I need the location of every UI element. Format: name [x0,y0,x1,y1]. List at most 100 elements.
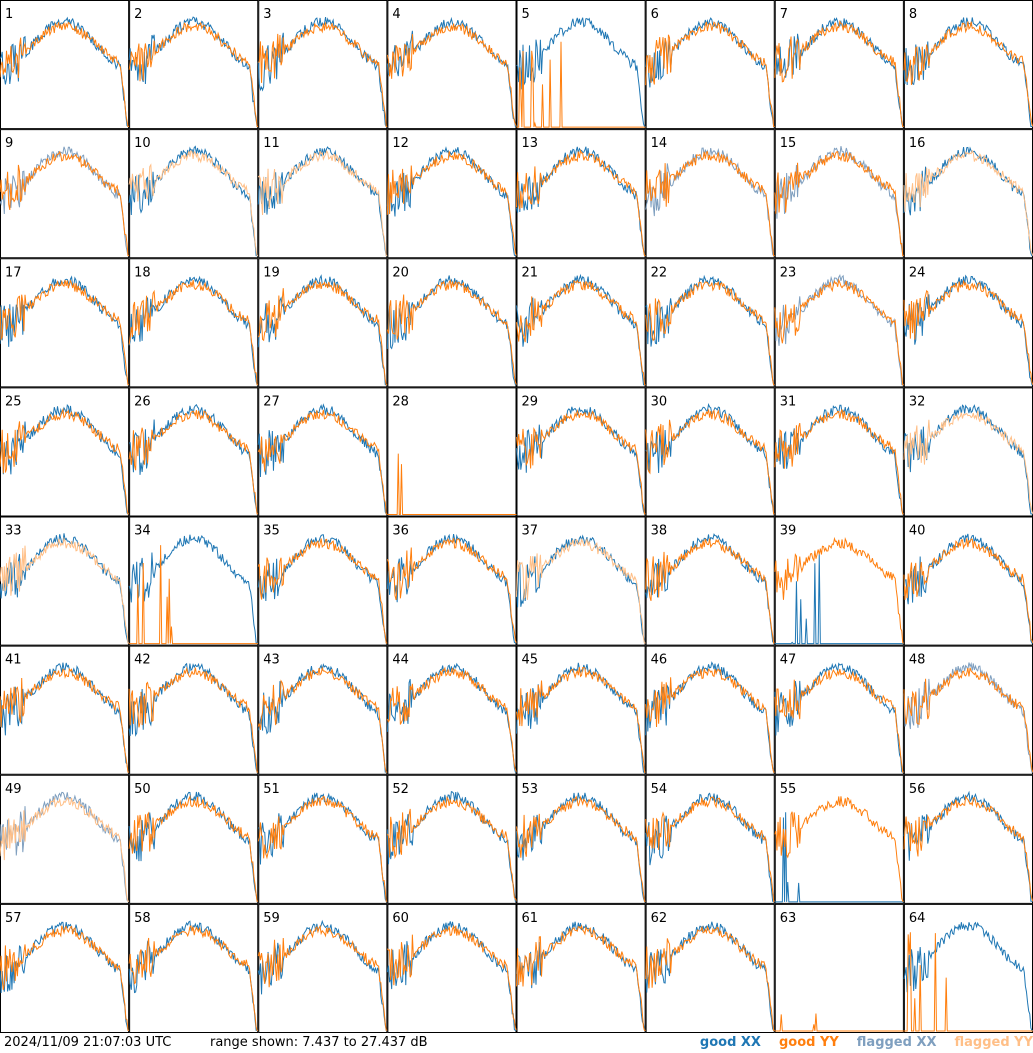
panel-label: 61 [522,911,539,926]
panel-label: 21 [522,265,539,280]
series-yy-line [0,667,130,773]
panel-frame [516,645,646,775]
series-xx-line [903,274,1033,386]
panel-frame [774,903,904,1033]
series-yy-line [516,41,646,128]
series-yy-line [903,21,1033,127]
panel-label: 34 [134,524,151,539]
panel-label: 23 [780,265,797,280]
series-yy-line [903,149,1033,256]
panel-label: 43 [263,653,280,668]
panel-60: 60 [386,903,517,1033]
panel-frame [387,129,517,259]
panel-26: 26 [128,387,259,517]
panel-53: 53 [516,774,646,904]
panel-59: 59 [257,903,388,1033]
panel-label: 29 [522,394,539,409]
series-yy-line [645,796,775,902]
series-yy-line [0,150,130,257]
panel-64: 64 [903,903,1033,1033]
panel-frame [129,258,259,388]
panel-label: 16 [909,136,926,151]
series-yy-line [774,668,904,773]
series-yy-line [774,19,904,127]
series-yy-line [645,21,775,127]
series-yy-line [128,666,259,773]
legend-flagged-yy: flagged YY [954,1035,1033,1050]
panel-31: 31 [774,387,904,517]
series-yy-line [774,409,904,515]
panel-44: 44 [386,645,517,775]
series-xx-line [774,404,904,515]
panel-label: 17 [5,265,22,280]
panel-label: 31 [780,394,797,409]
panel-49: 49 [0,774,130,904]
timestamp: 2024/11/09 21:07:03 UTC [4,1035,172,1050]
series-xx-line [128,275,259,386]
panel-19: 19 [257,258,388,388]
series-xx-line [128,534,259,644]
panel-12: 12 [386,129,517,259]
panel-frame [387,258,517,388]
legend-good-yy: good YY [778,1035,839,1050]
panel-50: 50 [128,774,259,904]
panel-label: 38 [651,524,668,539]
series-yy-line [645,151,775,257]
series-yy-line [128,279,259,386]
panel-17: 17 [0,258,130,388]
panel-label: 40 [909,524,926,539]
panel-16: 16 [903,129,1033,259]
series-yy-line [257,924,388,1031]
panel-label: 59 [263,911,280,926]
series-yy-line [645,668,775,773]
panel-30: 30 [645,387,775,517]
panel-33: 33 [0,516,130,646]
panel-frame [645,387,775,517]
panel-46: 46 [645,645,775,775]
series-yy-line [903,411,1033,515]
series-yy-line [516,149,646,257]
panel-label: 42 [134,653,151,668]
series-xx-line [516,406,646,515]
panel-27: 27 [257,387,388,517]
panel-label: 52 [392,782,409,797]
series-yy-line [128,925,259,1031]
panel-label: 28 [392,394,409,409]
panel-label: 63 [780,911,797,926]
panel-frame [0,0,130,130]
series-yy-line [0,925,130,1031]
series-xx-line [645,792,775,902]
series-yy-line [386,924,517,1031]
series-yy-line [516,279,646,386]
series-xx-line [774,554,904,645]
panel-41: 41 [0,645,130,775]
panel-43: 43 [257,645,388,775]
series-yy-line [0,797,130,902]
panel-frame [774,516,904,646]
panel-label: 27 [263,394,280,409]
series-yy-line [257,279,388,386]
panel-label: 2 [134,7,142,22]
panel-24: 24 [903,258,1033,388]
series-xx-line [0,533,130,644]
panel-label: 22 [651,265,668,280]
panel-frame [258,258,388,388]
panel-4: 4 [386,0,517,130]
series-yy-line [386,279,517,385]
panel-label: 35 [263,524,280,539]
panel-frame [903,258,1033,388]
panel-28: 28 [387,387,517,517]
panel-21: 21 [516,258,646,388]
series-xx-line [774,273,904,386]
panel-14: 14 [645,129,775,259]
series-yy-line [129,545,259,645]
series-yy-line [516,795,646,902]
legend: good XX good YY flagged XX flagged YY [682,1033,1033,1053]
series-yy-line [386,537,517,644]
panel-10: 10 [128,129,259,259]
panel-57: 57 [0,903,130,1033]
panel-label: 18 [134,265,151,280]
series-yy-line [774,278,904,386]
panel-11: 11 [257,129,388,259]
